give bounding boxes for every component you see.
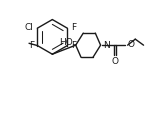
Text: O: O	[128, 40, 135, 49]
Text: F: F	[71, 23, 76, 32]
Text: O: O	[111, 57, 118, 66]
Text: HO: HO	[59, 38, 73, 47]
Text: Cl: Cl	[24, 22, 33, 31]
Text: F: F	[71, 41, 76, 50]
Text: F: F	[29, 41, 34, 50]
Text: N: N	[103, 41, 110, 50]
